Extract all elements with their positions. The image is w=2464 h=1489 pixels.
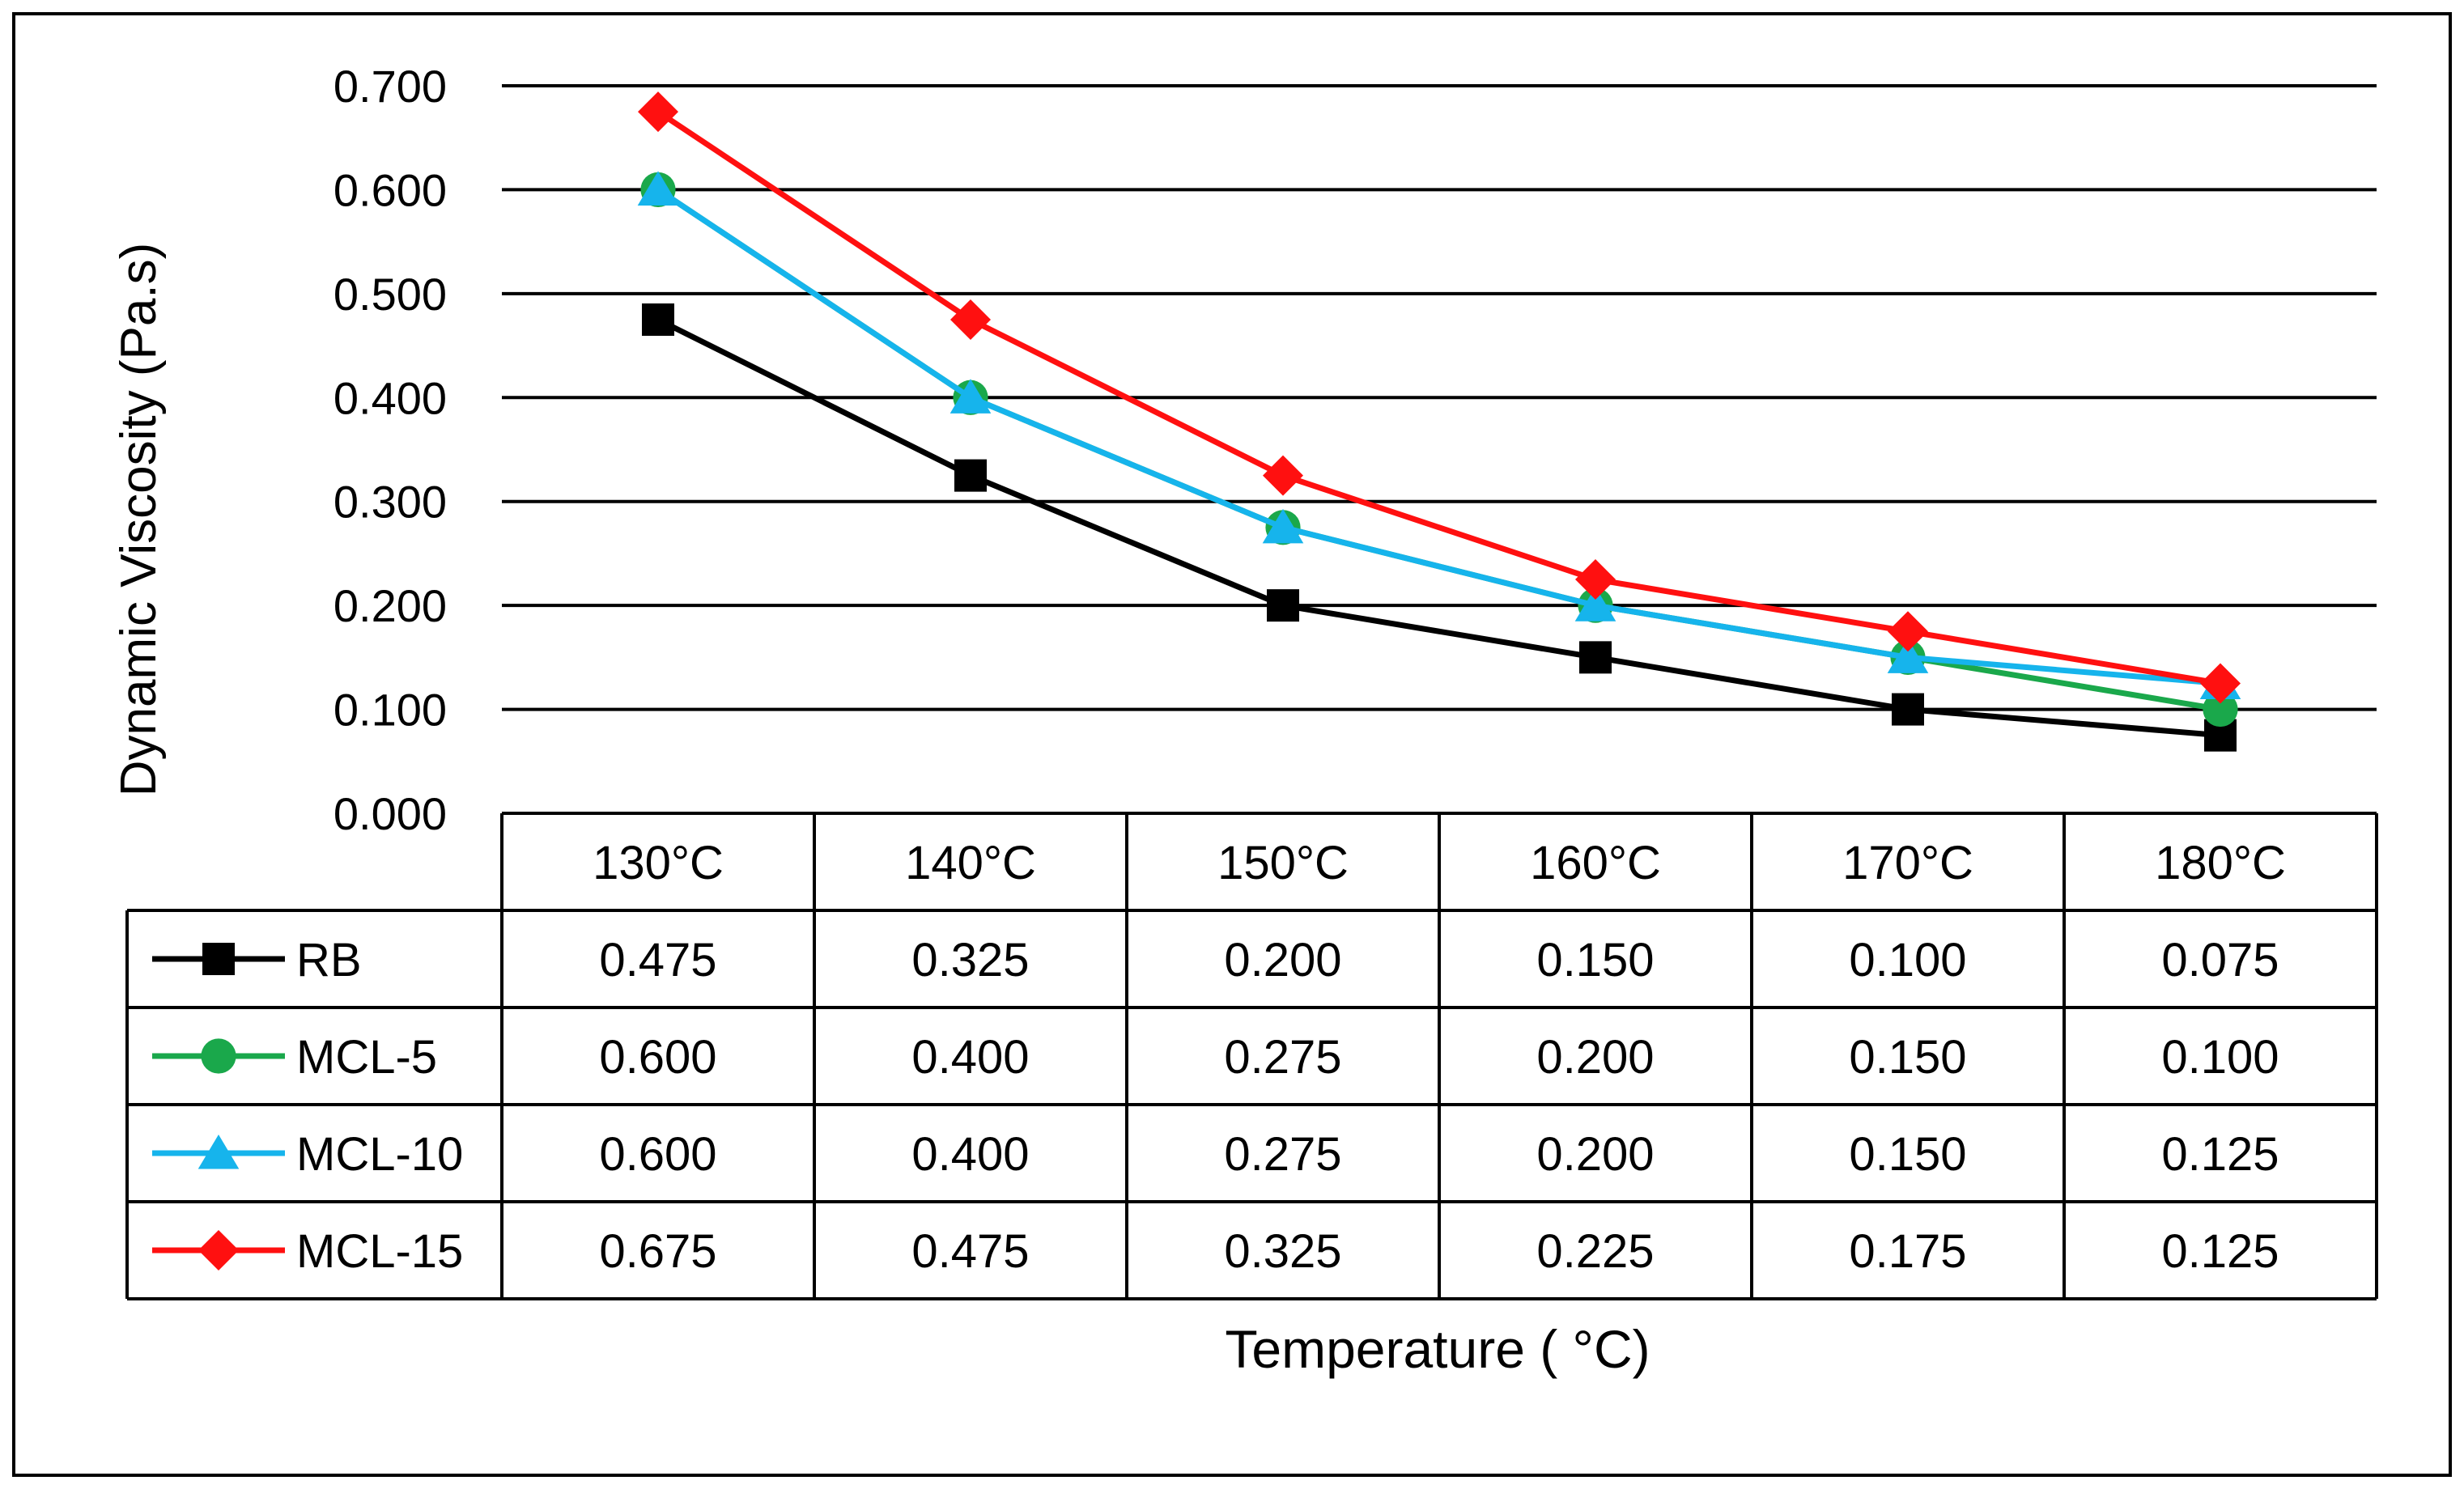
x-category-label: 170°C [1842, 837, 1973, 889]
table-cell-value: 0.675 [599, 1225, 716, 1278]
y-tick-label: 0.700 [333, 61, 447, 112]
data-point [1574, 587, 1616, 621]
table-cell-value: 0.400 [911, 1128, 1029, 1181]
table-cell-value: 0.200 [1536, 1128, 1654, 1181]
table-cell-value: 0.275 [1224, 1128, 1341, 1181]
table-cell-value: 0.325 [911, 934, 1029, 986]
table-cell-value: 0.200 [1536, 1031, 1654, 1084]
series-rb [642, 303, 2237, 752]
data-point [2203, 691, 2238, 728]
table-cell-value: 0.225 [1536, 1225, 1654, 1278]
series-mcl-15 [638, 91, 2241, 704]
legend-key [152, 1135, 285, 1169]
data-point [638, 91, 678, 133]
data-point [1888, 611, 1928, 652]
table-cell-value: 0.150 [1849, 1128, 1966, 1181]
data-point [949, 379, 992, 414]
y-tick-label: 0.300 [333, 477, 447, 528]
x-category-label: 140°C [905, 837, 1036, 889]
table-cell-value: 0.600 [599, 1031, 716, 1084]
legend-key [152, 1038, 285, 1074]
data-point [1579, 641, 1612, 674]
legend-label: MCL-10 [296, 1128, 463, 1181]
data-point [1267, 589, 1299, 622]
x-category-label: 160°C [1530, 837, 1661, 889]
y-tick-label: 0.400 [333, 372, 447, 423]
table-cell-value: 0.475 [599, 934, 716, 986]
data-point [642, 303, 674, 336]
legend-key [152, 1230, 285, 1271]
legend-label: MCL-15 [296, 1225, 463, 1278]
data-point [1892, 693, 1924, 726]
y-tick-label: 0.200 [333, 580, 447, 631]
table-cell-value: 0.100 [1849, 934, 1966, 986]
table-cell-value: 0.325 [1224, 1225, 1341, 1278]
y-tick-label: 0.600 [333, 164, 447, 215]
legend-label: RB [296, 934, 362, 986]
x-category-label: 180°C [2155, 837, 2286, 889]
series-line [656, 187, 2221, 686]
data-point [2200, 663, 2241, 704]
series-line [656, 316, 2221, 739]
series-line [656, 109, 2221, 686]
table-cell-value: 0.125 [2161, 1225, 2279, 1278]
x-category-label: 130°C [593, 837, 724, 889]
table-cell-value: 0.175 [1849, 1225, 1966, 1278]
chart-border [12, 12, 2452, 1477]
data-point [954, 459, 987, 492]
table-cell-value: 0.400 [911, 1031, 1029, 1084]
x-category-label: 150°C [1217, 837, 1349, 889]
legend-label: MCL-5 [296, 1031, 437, 1084]
y-tick-label: 0.000 [333, 788, 447, 839]
data-point [950, 299, 991, 340]
table-cell-value: 0.475 [911, 1225, 1029, 1278]
table-cell-value: 0.200 [1224, 934, 1341, 986]
y-axis-title: Dynamic Viscosity (Pa.s) [111, 243, 167, 796]
data-point [637, 171, 679, 206]
table-cell-value: 0.275 [1224, 1031, 1341, 1084]
x-axis-title: Temperature ( °C) [1225, 1319, 1650, 1379]
data-point [1262, 508, 1304, 544]
y-tick-label: 0.500 [333, 269, 447, 320]
y-tick-label: 0.100 [333, 685, 447, 736]
table-cell-value: 0.075 [2161, 934, 2279, 986]
legend-key [152, 943, 285, 975]
table-cell-value: 0.150 [1536, 934, 1654, 986]
data-point [1887, 638, 1929, 673]
table-cell-value: 0.150 [1849, 1031, 1966, 1084]
table-cell-value: 0.600 [599, 1128, 716, 1181]
table-cell-value: 0.125 [2161, 1128, 2279, 1181]
data-point [1263, 455, 1303, 496]
data-point [1575, 559, 1616, 600]
table-cell-value: 0.100 [2161, 1031, 2279, 1084]
